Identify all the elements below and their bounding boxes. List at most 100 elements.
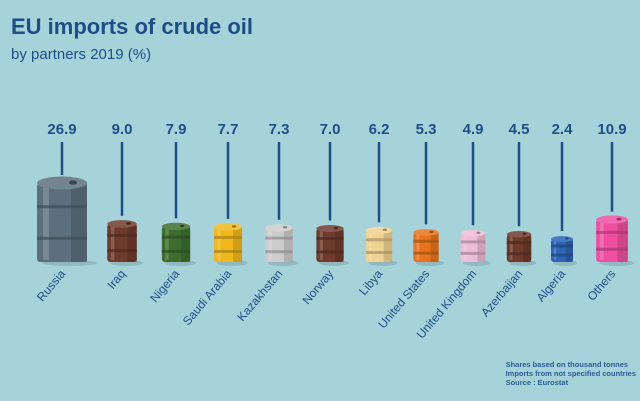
value-label: 6.2: [369, 121, 390, 138]
barrel-azerbaijan: [506, 231, 537, 266]
barrel-cap: [333, 226, 339, 230]
barrel-cap: [565, 237, 569, 240]
barrel-lid: [37, 176, 87, 190]
barrel-cap: [522, 232, 527, 235]
barrel-hoop: [596, 247, 628, 251]
chart-title: EU imports of crude oil: [11, 14, 254, 39]
barrel-cap: [126, 222, 131, 225]
category-label: Kazakhstan: [234, 267, 285, 324]
barrel-shade: [181, 226, 191, 262]
category-label: Algeria: [534, 267, 569, 305]
value-label: 7.9: [166, 121, 187, 138]
barrel-lid: [316, 224, 344, 233]
barrel-cap: [179, 224, 185, 228]
barrel-united-kingdom: [460, 230, 491, 266]
barrel-highlight: [553, 241, 557, 260]
barrel-shade: [71, 183, 87, 262]
barrel-saudi-arabia: [213, 223, 248, 266]
barrel-hoop: [213, 249, 243, 253]
barrel-hoop: [506, 252, 532, 256]
barrel-lid: [413, 229, 439, 236]
barrel-hoop: [161, 249, 191, 253]
barrel-cap: [231, 225, 237, 228]
barrel-lid: [460, 230, 486, 237]
barrel-highlight: [368, 232, 373, 260]
barrel-hoop: [265, 250, 293, 254]
value-label: 7.0: [320, 121, 341, 138]
barrel-cap: [282, 226, 288, 229]
barrel-lid: [551, 236, 573, 242]
barrel-cap: [382, 228, 387, 231]
barrel-shade: [523, 234, 532, 262]
category-label: Saudi Arabia: [180, 267, 235, 328]
barrel-shade: [127, 223, 137, 262]
barrel-hoop: [107, 233, 137, 237]
value-label: 9.0: [112, 121, 133, 138]
barrel-shade: [430, 232, 439, 262]
note-line: Imports from not specified countries: [505, 369, 636, 378]
barrel-hoop: [37, 236, 87, 240]
barrel-hoop: [316, 250, 344, 254]
barrel-hoop: [213, 235, 243, 239]
value-label: 4.9: [463, 121, 484, 138]
barrel-lid: [107, 220, 137, 228]
barrel-shade: [283, 227, 293, 262]
barrel-shade: [334, 228, 344, 262]
barrel-hoop: [551, 253, 573, 257]
barrel-others: [596, 215, 635, 266]
barrel-highlight: [43, 185, 49, 260]
value-label: 5.3: [416, 121, 437, 138]
chart-notes: Shares based on thousand tonnes Imports …: [506, 360, 636, 387]
barrel-shade: [383, 230, 393, 262]
barrel-hoop: [316, 237, 344, 241]
barrel-hoop: [365, 238, 393, 242]
barrel-shade: [233, 226, 243, 262]
barrel-hoop: [413, 251, 439, 255]
barrel-cap: [616, 217, 622, 221]
note-line: Shares based on thousand tonnes: [505, 360, 629, 369]
barrel-highlight: [165, 228, 169, 260]
barrel-kazakhstan: [265, 224, 299, 266]
barrel-highlight: [463, 235, 467, 260]
value-label: 7.3: [269, 121, 290, 138]
barrel-hoop: [596, 230, 628, 234]
barrel-shade: [565, 239, 573, 262]
barrel-hoop: [413, 239, 439, 243]
category-label: Iraq: [104, 267, 128, 292]
barrel-lid: [265, 224, 293, 232]
barrel-highlight: [217, 228, 221, 260]
category-label: Russia: [34, 267, 69, 304]
category-label: Nigeria: [147, 267, 182, 305]
barrel-hoop: [506, 241, 532, 245]
barrel-hoop: [460, 251, 486, 255]
note-line: Source : Eurostat: [505, 378, 569, 387]
barrel-norway: [316, 224, 350, 266]
barrel-hoop: [365, 250, 393, 254]
barrel-algeria: [551, 236, 578, 266]
barrel-highlight: [509, 236, 513, 260]
barrel-cap: [69, 180, 77, 185]
barrel-russia: [37, 176, 97, 266]
barrel-shade: [477, 233, 486, 262]
barrel-nigeria: [161, 222, 196, 266]
barrel-iraq: [107, 220, 143, 266]
barrel-hoop: [551, 244, 573, 248]
barrel-hoop: [460, 240, 486, 244]
barrel-highlight: [268, 229, 272, 260]
value-label: 4.5: [509, 121, 530, 138]
barrel-highlight: [599, 221, 604, 260]
value-label: 2.4: [552, 121, 574, 138]
category-label: Others: [584, 267, 618, 304]
barrel-hoop: [265, 236, 293, 240]
barrel-united-states: [413, 229, 444, 266]
category-label: Norway: [299, 267, 336, 307]
chart-subtitle: by partners 2019 (%): [11, 46, 152, 63]
barrel-hoop: [161, 235, 191, 239]
barrel-libya: [365, 226, 398, 266]
barrel-hoop: [37, 205, 87, 209]
barrel-lid: [213, 223, 243, 231]
barrel-cap: [476, 231, 481, 234]
value-label: 26.9: [47, 121, 76, 138]
value-label: 7.7: [218, 121, 239, 138]
